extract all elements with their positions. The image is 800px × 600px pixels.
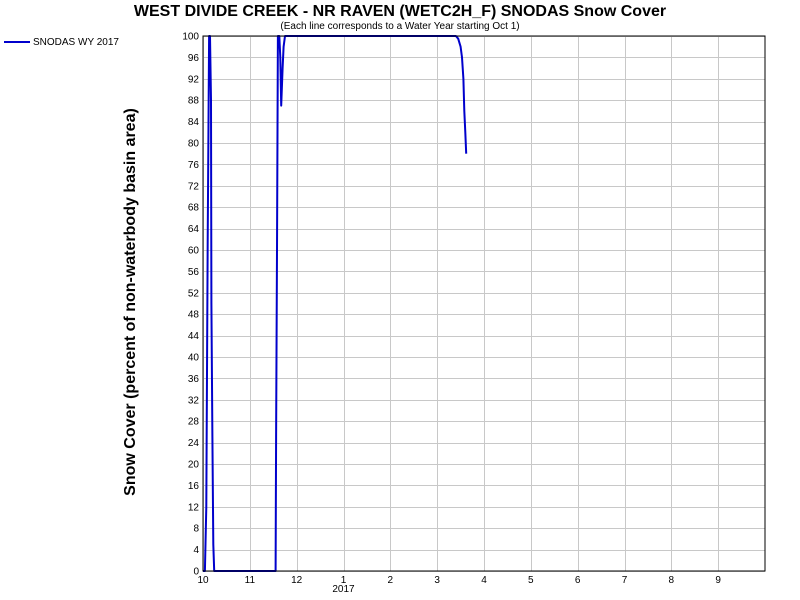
y-axis-label: Snow Cover (percent of non-waterbody bas… — [122, 108, 139, 496]
x-tick-label: 12 — [291, 575, 303, 586]
y-tick-label: 88 — [188, 96, 200, 107]
x-tick-label: 9 — [715, 575, 721, 586]
y-tick-label: 52 — [188, 288, 200, 299]
y-tick-label: 68 — [188, 203, 200, 214]
y-tick-label: 80 — [188, 139, 200, 150]
series-group — [203, 35, 468, 572]
y-tick-label: 56 — [188, 267, 200, 278]
y-tick-label: 12 — [188, 502, 200, 513]
x-tick-label: 6 — [575, 575, 581, 586]
y-tick-label: 76 — [188, 160, 200, 171]
y-tick-label: 64 — [188, 224, 200, 235]
legend-label: SNODAS WY 2017 — [33, 37, 119, 48]
y-tick-label: 100 — [182, 32, 199, 43]
x-axis-ticks: 10 11 12 1 2 3 4 5 6 7 8 9 — [197, 575, 721, 586]
y-axis-ticks: 0481216202428323640444852566064687276808… — [182, 32, 199, 578]
y-tick-label: 44 — [188, 331, 200, 342]
series-line — [203, 35, 468, 572]
y-tick-label: 72 — [188, 181, 200, 192]
y-tick-label: 0 — [193, 567, 199, 578]
y-tick-label: 40 — [188, 353, 200, 364]
y-tick-label: 36 — [188, 374, 200, 385]
x-tick-label: 8 — [669, 575, 675, 586]
plot-frame — [202, 35, 766, 572]
x-tick-label: 7 — [622, 575, 628, 586]
y-tick-label: 20 — [188, 460, 200, 471]
x-tick-label: 1 — [341, 575, 347, 586]
x-tick-label: 4 — [481, 575, 487, 586]
x-tick-label: 5 — [528, 575, 534, 586]
y-tick-label: 48 — [188, 310, 200, 321]
y-tick-label: 96 — [188, 53, 200, 64]
x-tick-label: 10 — [197, 575, 209, 586]
grid — [203, 36, 765, 572]
y-tick-label: 84 — [188, 117, 200, 128]
y-tick-label: 24 — [188, 438, 200, 449]
chart-title: WEST DIVIDE CREEK - NR RAVEN (WETC2H_F) … — [134, 3, 666, 20]
y-tick-label: 8 — [193, 524, 199, 535]
legend: SNODAS WY 2017 — [4, 37, 119, 48]
y-tick-label: 4 — [193, 545, 199, 556]
y-tick-label: 28 — [188, 417, 200, 428]
y-tick-label: 16 — [188, 481, 200, 492]
x-tick-label: 2 — [388, 575, 394, 586]
chart-subtitle: (Each line corresponds to a Water Year s… — [280, 21, 519, 32]
y-tick-label: 92 — [188, 74, 200, 85]
y-tick-label: 32 — [188, 395, 200, 406]
x-tick-label: 3 — [434, 575, 440, 586]
x-axis-year-label: 2017 — [332, 584, 355, 595]
y-tick-label: 60 — [188, 246, 200, 257]
x-tick-label: 11 — [245, 575, 256, 586]
